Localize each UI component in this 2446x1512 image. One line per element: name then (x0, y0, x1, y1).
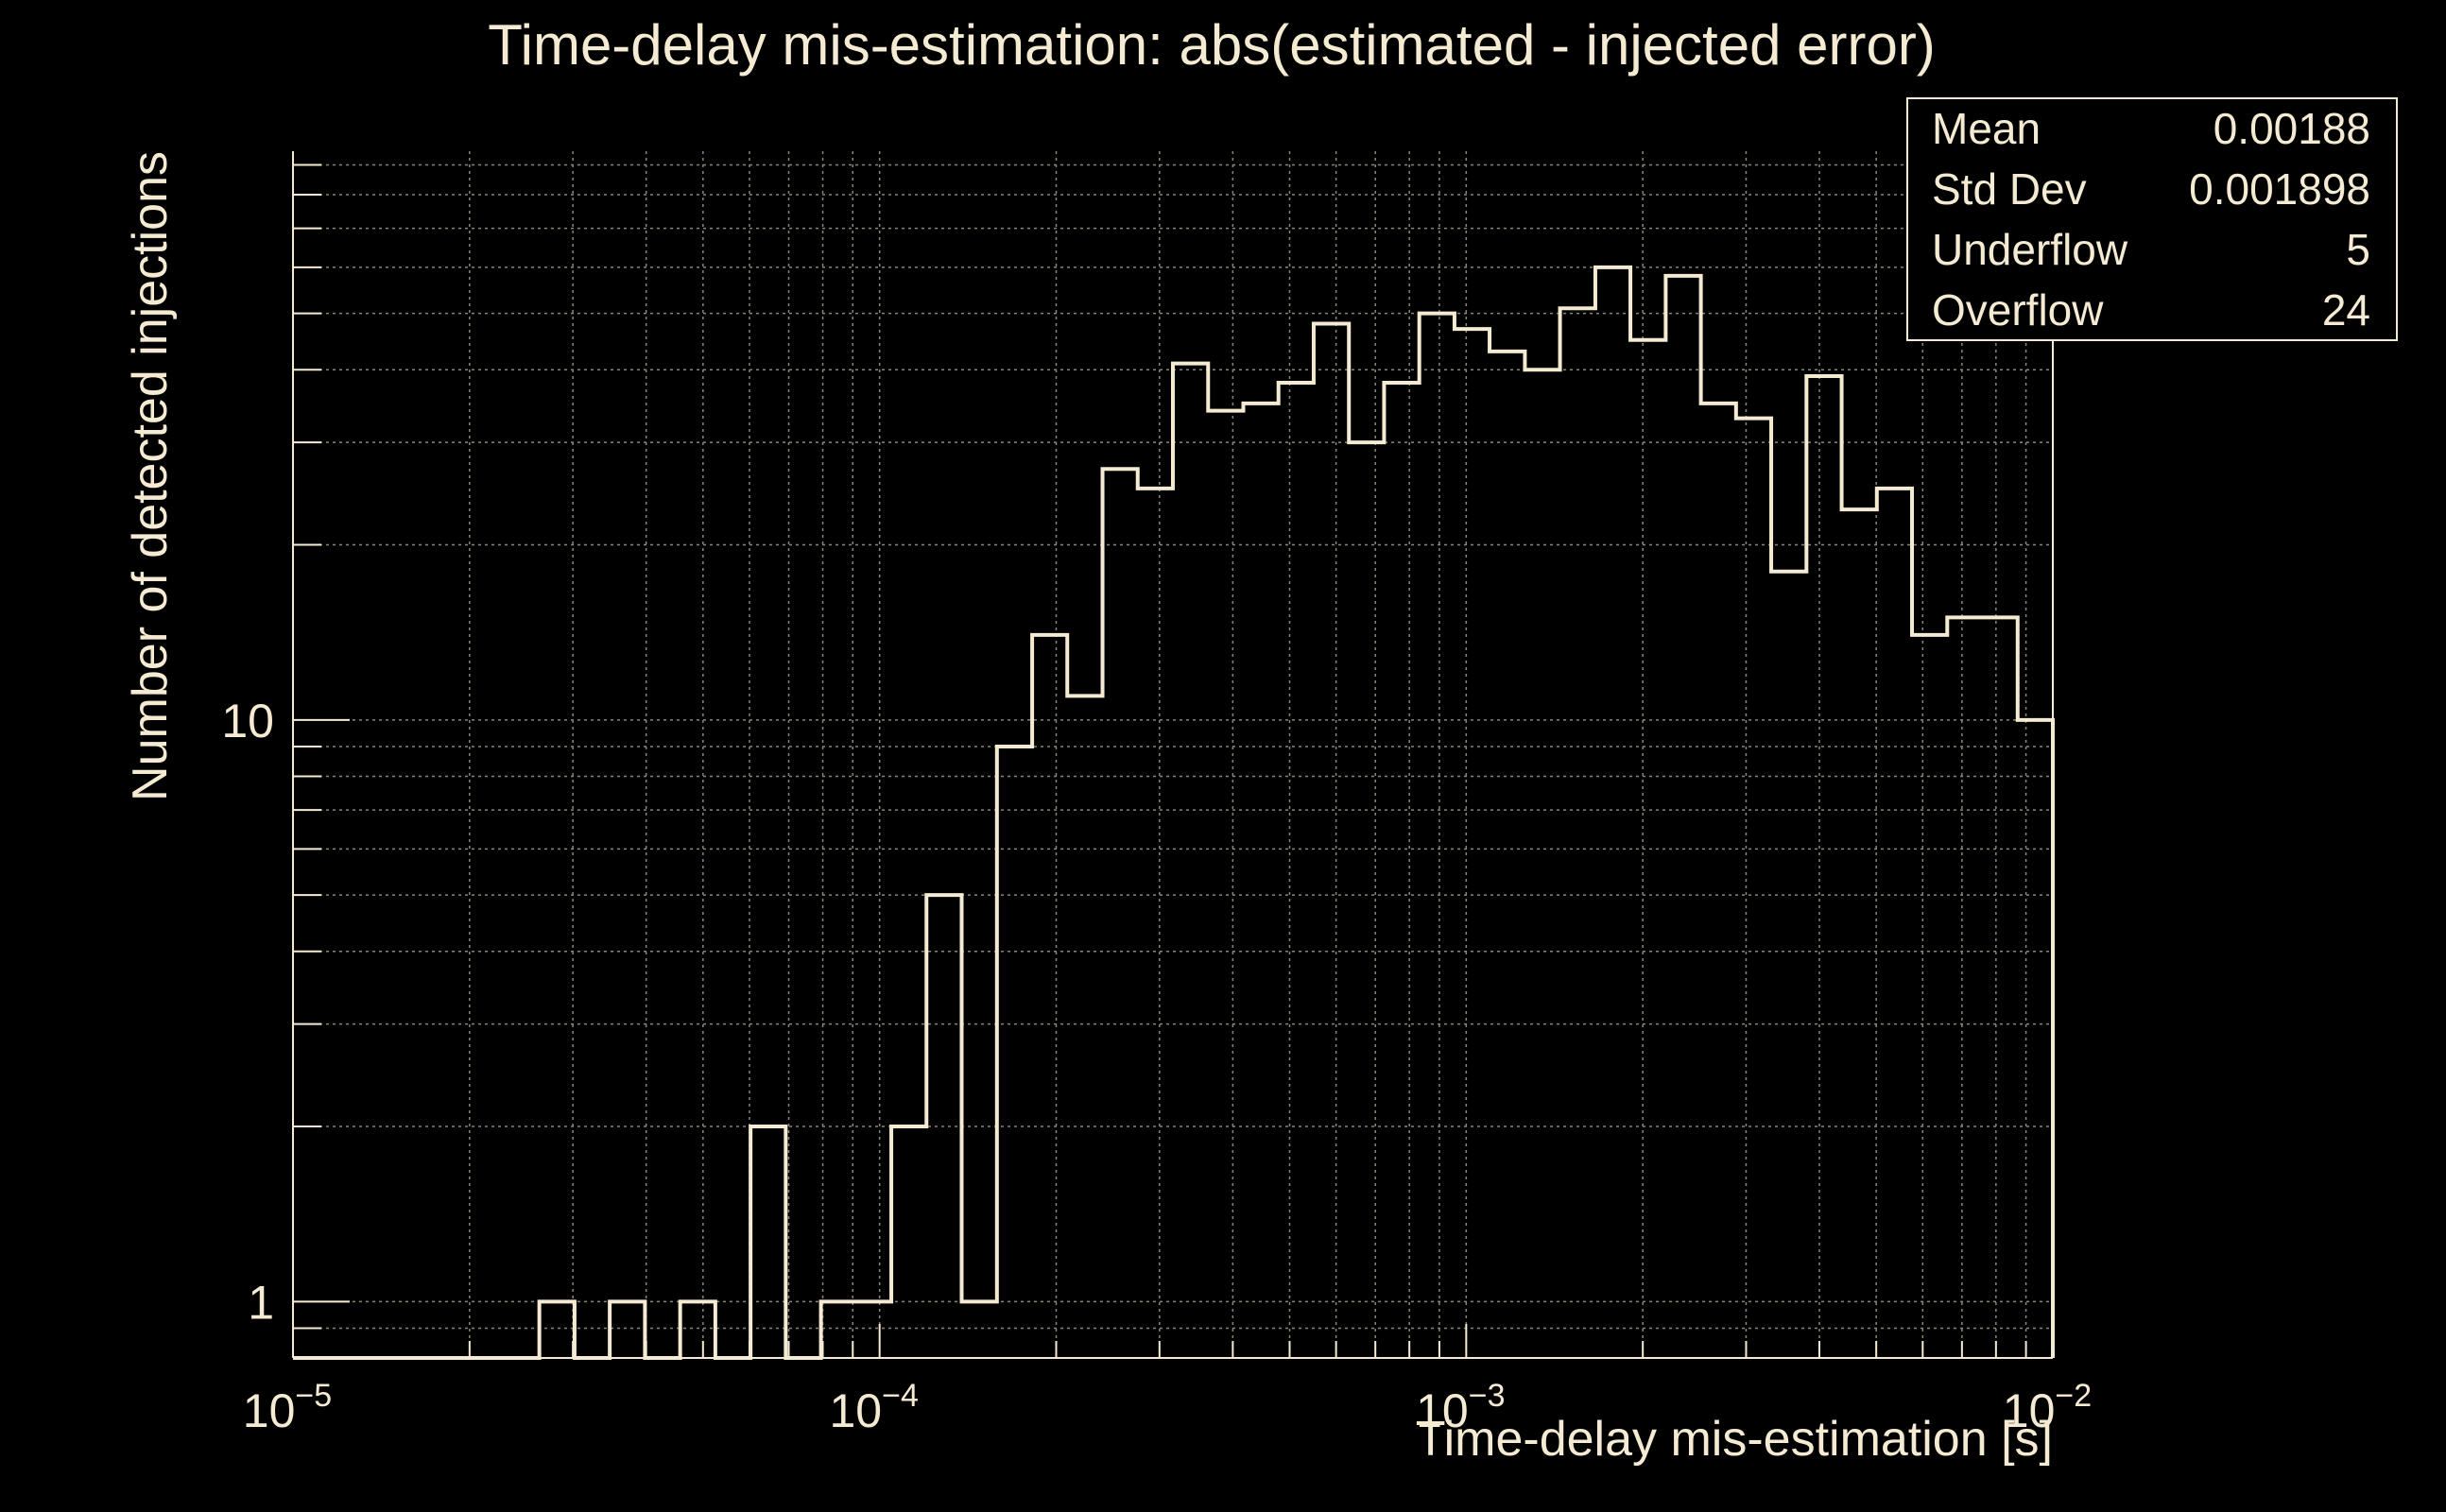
histogram-outline (293, 265, 2055, 1360)
x-tick-labels: 10−5 10−4 10−3 10−2 (243, 1378, 2092, 1437)
stats-stddev-label: Std Dev (1932, 164, 2087, 214)
x-axis-label: Time-delay mis-estimation [s] (1416, 1412, 2053, 1467)
y-axis-label: Number of detected injections (123, 151, 178, 801)
stats-underflow-label: Underflow (1932, 225, 2128, 274)
x-tick-label: 10−4 (829, 1378, 918, 1437)
stats-overflow-value: 24 (2322, 285, 2370, 335)
stats-box-frame (1906, 97, 2398, 341)
stats-stddev-value: 0.001898 (2189, 164, 2370, 214)
chart-title: Time-delay mis-estimation: abs(estimated… (488, 13, 1936, 77)
x-tick-label: 10−5 (243, 1378, 332, 1437)
x-tick-label: 10−2 (2003, 1378, 2092, 1437)
y-tick-labels: 1 10 (221, 695, 274, 1330)
stats-box: Mean 0.00188 Std Dev 0.001898 Underflow … (1906, 97, 2398, 341)
stats-underflow-value: 5 (2346, 225, 2370, 274)
y-tick-label: 1 (248, 1276, 274, 1329)
stats-overflow-label: Overflow (1932, 285, 2104, 335)
y-tick-label: 10 (221, 695, 274, 747)
stats-mean-label: Mean (1932, 104, 2041, 153)
stats-mean-value: 0.00188 (2213, 104, 2370, 153)
x-tick-label: 10−3 (1416, 1378, 1505, 1437)
